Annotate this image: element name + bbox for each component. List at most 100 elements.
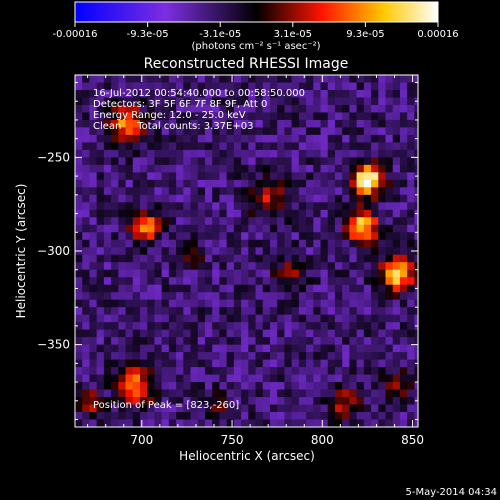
heatmap-cell xyxy=(313,217,322,226)
heatmap-cell xyxy=(241,247,249,256)
heatmap-cell xyxy=(241,187,249,196)
heatmap-cell xyxy=(154,82,163,91)
heatmap-cell xyxy=(255,299,264,308)
heatmap-cell xyxy=(204,127,213,136)
heatmap-cell xyxy=(363,359,372,368)
heatmap-cell xyxy=(399,389,408,398)
heatmap-cell xyxy=(392,179,401,188)
heatmap-cell xyxy=(183,427,191,435)
heatmap-cell xyxy=(111,374,119,383)
heatmap-cell xyxy=(248,134,257,143)
heatmap-cell xyxy=(262,149,271,158)
heatmap-cell xyxy=(385,329,394,338)
heatmap-cell xyxy=(139,292,148,301)
heatmap-cell xyxy=(219,404,228,413)
heatmap-cell xyxy=(111,284,119,293)
heatmap-cell xyxy=(168,82,177,91)
heatmap-cell xyxy=(82,329,91,338)
heatmap-cell xyxy=(132,127,141,136)
heatmap-cell xyxy=(298,217,307,226)
heatmap-cell xyxy=(407,382,415,391)
heatmap-cell xyxy=(204,112,213,121)
heatmap-cell xyxy=(363,314,372,323)
heatmap-cell xyxy=(306,157,314,166)
heatmap-cell xyxy=(313,239,322,248)
heatmap-cell xyxy=(306,344,314,353)
heatmap-cell xyxy=(371,359,379,368)
heatmap-cell xyxy=(212,149,221,158)
heatmap-cell xyxy=(103,157,112,166)
heatmap-cell xyxy=(371,427,379,435)
heatmap-cell xyxy=(190,382,199,391)
heatmap-cell xyxy=(349,104,358,114)
heatmap-cell xyxy=(89,359,98,368)
heatmap-cell xyxy=(306,412,314,421)
heatmap-cell xyxy=(241,142,249,151)
heatmap-cell xyxy=(327,314,336,323)
heatmap-cell xyxy=(226,119,235,129)
heatmap-cell xyxy=(183,322,192,331)
heatmap-cell xyxy=(392,404,401,413)
heatmap-cell xyxy=(422,135,430,143)
heatmap-cell xyxy=(233,134,242,143)
heatmap-cell xyxy=(139,157,148,166)
heatmap-cell xyxy=(392,322,401,331)
heatmap-cell xyxy=(378,352,387,361)
heatmap-cell xyxy=(226,307,235,316)
heatmap-cell xyxy=(139,119,148,129)
heatmap-cell xyxy=(371,277,379,286)
heatmap-cell xyxy=(342,97,350,106)
heatmap-cell xyxy=(284,299,293,308)
heatmap-cell xyxy=(399,224,408,233)
heatmap-cell xyxy=(212,187,221,196)
heatmap-cell xyxy=(277,104,286,114)
heatmap-cell xyxy=(378,269,387,278)
heatmap-cell xyxy=(82,157,91,166)
heatmap-cell xyxy=(212,262,221,271)
heatmap-cell xyxy=(334,217,343,226)
heatmap-cell xyxy=(111,82,119,91)
heatmap-cell xyxy=(392,224,401,233)
x-tick-label: 750 xyxy=(221,433,244,447)
heatmap-cell xyxy=(168,209,177,218)
heatmap-cell xyxy=(75,329,83,338)
heatmap-cell xyxy=(363,277,372,286)
heatmap-cell xyxy=(248,284,257,293)
heatmap-cell xyxy=(320,314,329,323)
heatmap-cell xyxy=(183,359,192,368)
heatmap-cell xyxy=(176,179,184,188)
heatmap-cell xyxy=(183,112,192,121)
heatmap-cell xyxy=(378,427,386,435)
heatmap-cell xyxy=(255,202,264,211)
heatmap-cell xyxy=(212,344,221,353)
heatmap-cell xyxy=(262,89,271,99)
heatmap-cell xyxy=(75,382,83,391)
heatmap-cell xyxy=(422,292,430,300)
heatmap-cell xyxy=(132,329,141,338)
heatmap-cell xyxy=(139,262,148,271)
heatmap-cell xyxy=(277,172,286,181)
heatmap-cell xyxy=(399,194,408,203)
heatmap-cell xyxy=(298,262,307,271)
heatmap-cell xyxy=(118,419,127,427)
heatmap-cell xyxy=(75,277,83,286)
heatmap-cell xyxy=(125,172,134,181)
heatmap-cell xyxy=(392,389,401,398)
heatmap-cell xyxy=(241,149,249,158)
heatmap-cell xyxy=(197,247,206,256)
heatmap-cell xyxy=(407,82,415,91)
heatmap-cell xyxy=(385,299,394,308)
heatmap-cell xyxy=(132,397,141,406)
heatmap-cell xyxy=(284,179,293,188)
heatmap-cell xyxy=(183,104,192,114)
heatmap-cell xyxy=(277,194,286,203)
heatmap-cell xyxy=(139,82,148,91)
heatmap-cell xyxy=(190,164,199,173)
heatmap-cell xyxy=(190,292,199,301)
heatmap-cell xyxy=(147,307,156,316)
heatmap-cell xyxy=(327,172,336,181)
heatmap-cell xyxy=(161,194,170,203)
heatmap-cell xyxy=(118,127,127,136)
heatmap-cell xyxy=(241,344,249,353)
heatmap-cell xyxy=(342,397,350,406)
